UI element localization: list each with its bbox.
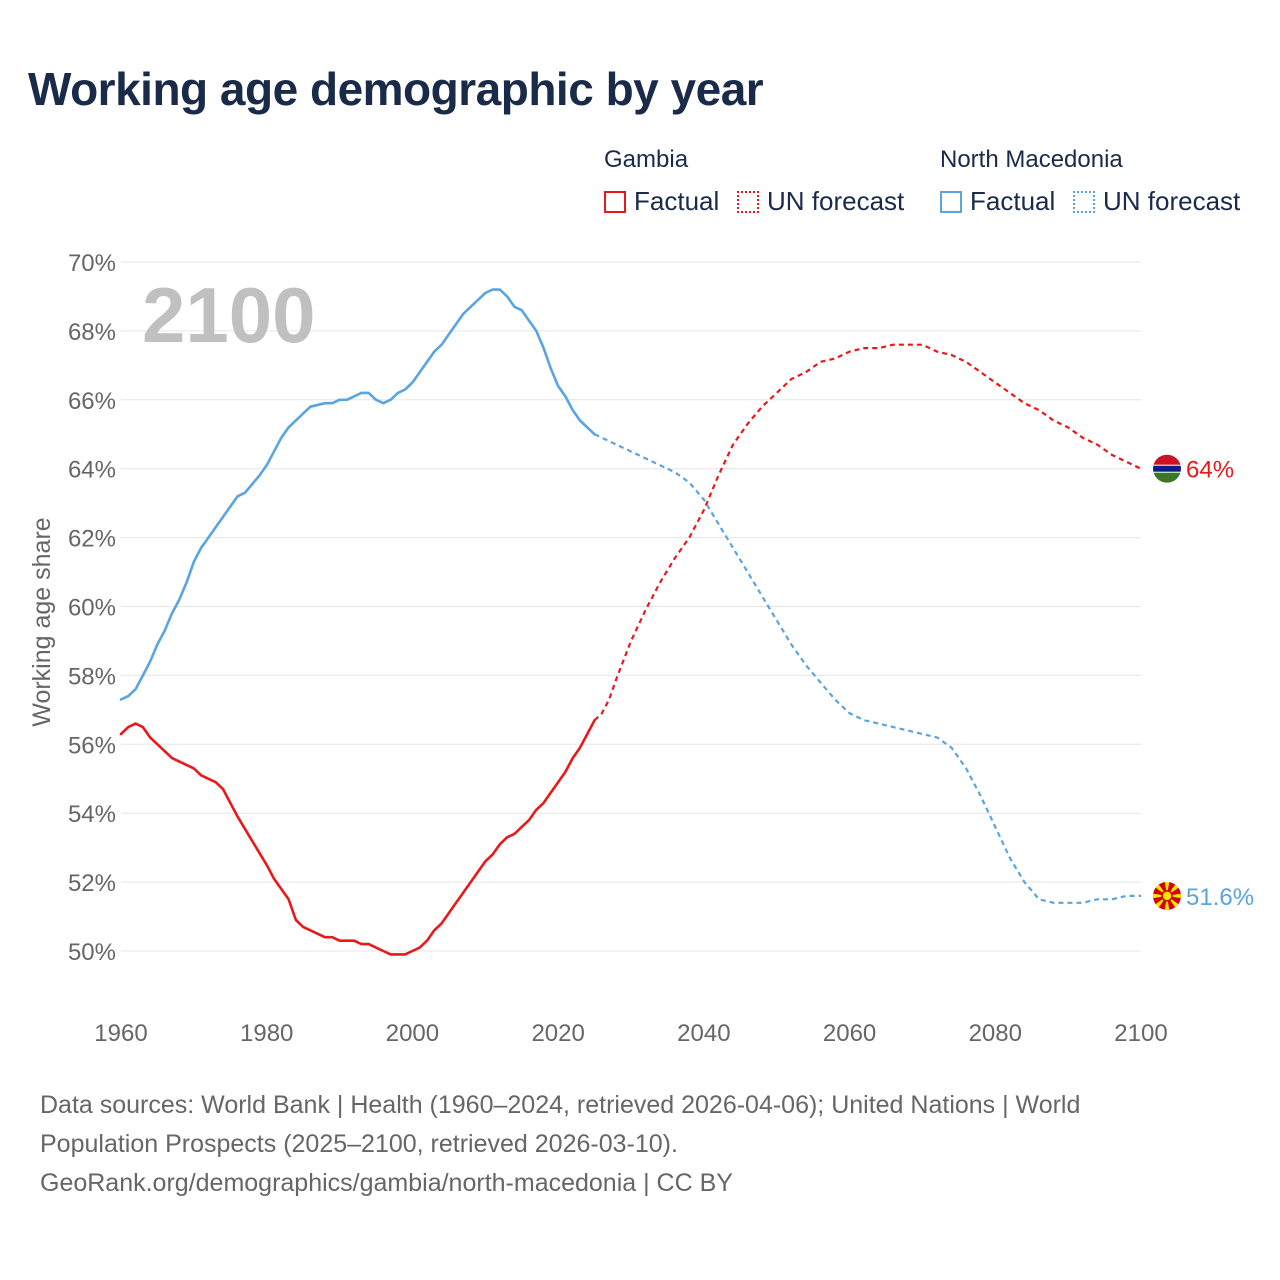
y-tick-label: 64%: [68, 457, 116, 484]
line-north-macedonia-factual[interactable]: [119, 288, 596, 701]
end-label-gambia: 64%: [1186, 457, 1234, 484]
year-watermark: 2100: [142, 271, 316, 359]
legend-swatch-macedonia-forecast: [1073, 190, 1095, 213]
legend-gambia-forecast[interactable]: UN forecast: [737, 186, 904, 217]
legend-macedonia-factual[interactable]: Factual: [940, 186, 1055, 217]
legend-swatch-macedonia-factual: [940, 190, 962, 213]
legend-label: Factual: [634, 186, 720, 216]
legend-label: UN forecast: [767, 186, 905, 216]
gridlines: [121, 261, 1141, 952]
chart-title: Working age demographic by year: [28, 63, 764, 115]
y-tick-label: 60%: [68, 595, 116, 622]
x-tick-label: 2060: [823, 1020, 876, 1047]
sources-line-3[interactable]: GeoRank.org/demographics/gambia/north-ma…: [40, 1169, 733, 1197]
x-tick-labels: 1960 1980 2000 2020 2040 2060 2080 2100: [94, 1020, 1167, 1047]
x-tick-label: 2080: [969, 1020, 1022, 1047]
x-tick-label: 2000: [386, 1020, 439, 1047]
x-tick-label: 1980: [240, 1020, 293, 1047]
legend-label: Factual: [970, 186, 1056, 216]
line-chart: 50%52%54%56%58%60%62%64%66%68%70% 1960 19…: [28, 250, 1254, 1047]
y-tick-label: 66%: [68, 388, 116, 415]
line-north-macedonia-forecast[interactable]: [594, 433, 1141, 904]
legend-swatch-gambia-forecast: [737, 190, 759, 213]
y-tick-label: 70%: [68, 250, 116, 277]
sources-line-2: Population Prospects (2025–2100, retriev…: [40, 1130, 678, 1158]
y-tick-label: 58%: [68, 663, 116, 690]
y-tick-label: 62%: [68, 526, 116, 553]
y-tick-label: 54%: [68, 801, 116, 828]
legend-gambia-title: Gambia: [604, 146, 689, 173]
x-tick-label: 2100: [1114, 1020, 1167, 1047]
north-macedonia-flag-icon: [1153, 881, 1181, 910]
legend-gambia-factual[interactable]: Factual: [604, 186, 719, 217]
end-label-north-macedonia: 51.6%: [1186, 884, 1254, 911]
x-tick-label: 2020: [531, 1020, 584, 1047]
line-gambia-forecast[interactable]: [593, 343, 1142, 721]
x-tick-label: 2040: [677, 1020, 730, 1047]
line-gambia-factual[interactable]: [119, 718, 596, 956]
end-markers: 64% 51.6%: [1153, 454, 1254, 911]
y-tick-labels: 50% 52% 54% 56% 58% 60% 62% 64% 66% 68% 70%: [68, 250, 116, 966]
legend-swatch-gambia-factual: [604, 190, 626, 213]
y-axis-label: Working age share: [28, 517, 56, 726]
x-tick-label: 1960: [94, 1020, 147, 1047]
y-tick-label: 52%: [68, 870, 116, 897]
legend-macedonia-forecast[interactable]: UN forecast: [1073, 186, 1240, 217]
sources-line-1: Data sources: World Bank | Health (1960–…: [40, 1091, 1081, 1119]
legend-macedonia-title: North Macedonia: [940, 146, 1123, 173]
series-lines: [119, 288, 1142, 956]
y-tick-label: 68%: [68, 319, 116, 346]
legend-label: UN forecast: [1103, 186, 1241, 216]
y-tick-label: 56%: [68, 732, 116, 759]
gambia-flag-icon: [1153, 454, 1181, 483]
y-tick-label: 50%: [68, 939, 116, 966]
data-sources: Data sources: World Bank | Health (1960–…: [40, 1086, 1240, 1203]
